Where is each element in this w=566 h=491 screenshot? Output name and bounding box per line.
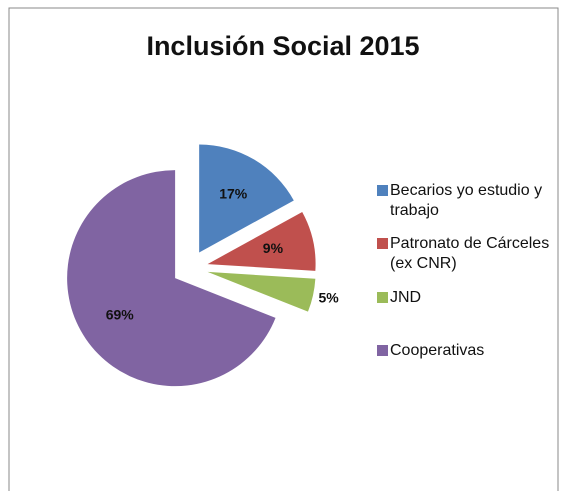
data-label: 69% <box>106 306 135 322</box>
legend-label: Becarios yo estudio y trabajo <box>390 182 543 219</box>
data-label: 5% <box>318 290 339 306</box>
legend-entry: Cooperativas <box>390 342 485 359</box>
legend-label: Cooperativas <box>390 342 485 359</box>
pie-slice <box>207 271 316 312</box>
pie-slice <box>199 144 294 253</box>
legend-swatch <box>377 345 388 356</box>
pie-slice <box>207 212 316 271</box>
chart-title: Inclusión Social 2015 <box>146 31 419 61</box>
legend-swatch <box>377 292 388 303</box>
legend-label: JND <box>390 289 422 306</box>
legend-swatch <box>377 185 388 196</box>
pie-slice <box>67 170 276 387</box>
legend-entry: Patronato de Cárceles (ex CNR) <box>390 235 550 272</box>
data-label: 17% <box>219 186 248 202</box>
legend-entry: JND <box>390 289 422 306</box>
data-label: 9% <box>263 240 284 256</box>
legend-label: Patronato de Cárceles (ex CNR) <box>390 235 550 272</box>
legend-entry: Becarios yo estudio y trabajo <box>390 182 543 219</box>
legend-swatch <box>377 238 388 249</box>
